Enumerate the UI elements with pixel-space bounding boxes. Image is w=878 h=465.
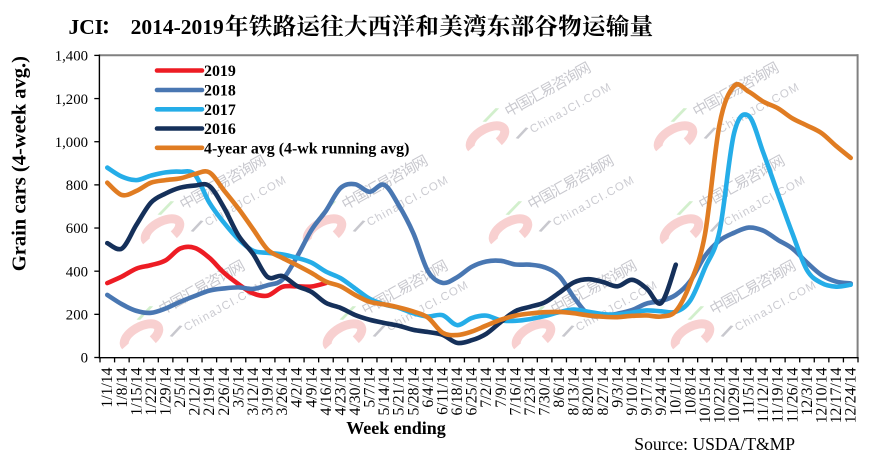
svg-text:12/24/14: 12/24/14 <box>843 367 860 423</box>
svg-text:8/6/14: 8/6/14 <box>551 367 568 407</box>
svg-text:1/1/14: 1/1/14 <box>99 367 116 407</box>
svg-text:JCI: JCI <box>69 15 104 39</box>
svg-text:1,000: 1,000 <box>55 135 88 151</box>
svg-text:2/12/14: 2/12/14 <box>187 367 204 415</box>
svg-text:4/16/14: 4/16/14 <box>318 367 335 415</box>
svg-text:3/26/14: 3/26/14 <box>274 367 291 415</box>
svg-text:4/23/14: 4/23/14 <box>332 367 349 415</box>
svg-text:2/26/14: 2/26/14 <box>216 367 233 415</box>
svg-text:7/30/14: 7/30/14 <box>537 367 554 415</box>
svg-text:4/2/14: 4/2/14 <box>289 367 306 407</box>
svg-text:8/27/14: 8/27/14 <box>595 367 612 415</box>
svg-text:5/7/14: 5/7/14 <box>362 367 379 407</box>
svg-text:7/2/14: 7/2/14 <box>478 367 495 407</box>
svg-text:9/24/14: 9/24/14 <box>653 367 670 415</box>
svg-text:10/15/14: 10/15/14 <box>697 367 714 423</box>
svg-text:1,400: 1,400 <box>55 49 88 65</box>
svg-text:7/9/14: 7/9/14 <box>493 367 510 407</box>
svg-text:11/12/14: 11/12/14 <box>755 367 772 422</box>
svg-text:11/26/14: 11/26/14 <box>784 367 801 422</box>
svg-text:6/11/14: 6/11/14 <box>434 367 451 415</box>
svg-text:7/23/14: 7/23/14 <box>522 367 539 415</box>
svg-text:600: 600 <box>66 221 88 237</box>
svg-text:5/28/14: 5/28/14 <box>405 367 422 415</box>
svg-text:9/3/14: 9/3/14 <box>609 367 626 407</box>
svg-text:6/18/14: 6/18/14 <box>449 367 466 415</box>
svg-text:7/16/14: 7/16/14 <box>507 367 524 415</box>
svg-text:1/29/14: 1/29/14 <box>158 367 175 415</box>
svg-text:400: 400 <box>66 264 88 280</box>
svg-text:9/17/14: 9/17/14 <box>639 367 656 415</box>
svg-text:Week ending: Week ending <box>346 418 446 438</box>
svg-text:8/20/14: 8/20/14 <box>580 367 597 415</box>
svg-text:4-year avg (4-wk running avg): 4-year avg (4-wk running avg) <box>204 140 409 157</box>
svg-text:5/21/14: 5/21/14 <box>391 367 408 415</box>
svg-text:3/12/14: 3/12/14 <box>245 367 262 415</box>
svg-text:1/15/14: 1/15/14 <box>128 367 145 415</box>
svg-text:1/8/14: 1/8/14 <box>114 367 131 407</box>
svg-text:10/1/14: 10/1/14 <box>668 367 685 415</box>
svg-text:3/19/14: 3/19/14 <box>260 367 277 415</box>
svg-text:2014-2019: 2014-2019 <box>131 15 224 39</box>
svg-text:10/29/14: 10/29/14 <box>726 367 743 423</box>
svg-text:2019: 2019 <box>204 63 236 80</box>
svg-text:2016: 2016 <box>204 121 236 138</box>
svg-text:10/22/14: 10/22/14 <box>711 367 728 423</box>
svg-text:3/5/14: 3/5/14 <box>230 367 247 407</box>
svg-text:2/19/14: 2/19/14 <box>201 367 218 415</box>
svg-text:2017: 2017 <box>204 102 236 119</box>
svg-text:4/30/14: 4/30/14 <box>347 367 364 415</box>
svg-text:800: 800 <box>66 178 88 194</box>
svg-text:200: 200 <box>66 308 88 324</box>
svg-text:12/17/14: 12/17/14 <box>828 367 845 423</box>
svg-text:1,200: 1,200 <box>55 92 88 108</box>
svg-text:12/10/14: 12/10/14 <box>813 367 830 423</box>
svg-text:12/3/14: 12/3/14 <box>799 367 816 415</box>
svg-text:2/5/14: 2/5/14 <box>172 367 189 407</box>
svg-text:2018: 2018 <box>204 83 236 100</box>
svg-text:Grain cars (4-week avg.): Grain cars (4-week avg.) <box>9 56 31 271</box>
svg-text:11/19/14: 11/19/14 <box>770 367 787 422</box>
svg-text:4/9/14: 4/9/14 <box>303 367 320 407</box>
svg-text:1/22/14: 1/22/14 <box>143 367 160 415</box>
svg-text:10/8/14: 10/8/14 <box>682 367 699 415</box>
svg-text:9/10/14: 9/10/14 <box>624 367 641 415</box>
svg-text:0: 0 <box>81 351 88 367</box>
svg-text:Source: USDA/T&MP: Source: USDA/T&MP <box>634 434 795 454</box>
svg-text:6/25/14: 6/25/14 <box>464 367 481 415</box>
svg-text:8/13/14: 8/13/14 <box>566 367 583 415</box>
svg-text:6/4/14: 6/4/14 <box>420 367 437 407</box>
svg-text:5/14/14: 5/14/14 <box>376 367 393 415</box>
svg-text:11/5/14: 11/5/14 <box>741 367 758 415</box>
